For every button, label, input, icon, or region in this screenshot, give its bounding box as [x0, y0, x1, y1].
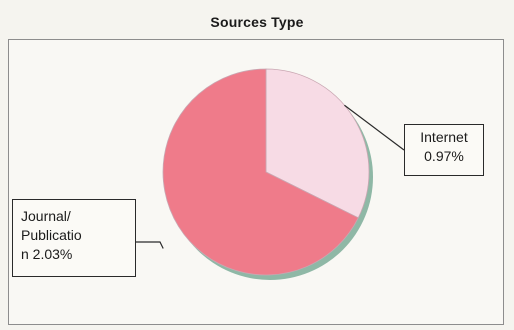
leader-lines	[136, 104, 405, 249]
leader-line-journal	[136, 241, 164, 249]
data-label-journal-line1: Journal/	[21, 208, 71, 224]
data-label-journal-line2: Publicatio	[21, 227, 82, 243]
data-label-internet-value: 0.97%	[424, 148, 464, 164]
chart-title: Sources Type	[210, 14, 304, 30]
pie-slice-journal-publication	[162, 68, 359, 276]
pie-layer	[162, 68, 373, 280]
data-label-internet-name: Internet	[420, 129, 468, 145]
leader-line-internet	[344, 104, 405, 151]
data-label-journal-line3: n 2.03%	[21, 246, 73, 262]
data-label-internet: Internet 0.97%	[404, 124, 484, 176]
data-label-journal: Journal/ Publicatio n 2.03%	[12, 199, 136, 277]
pie-slice-internet	[265, 68, 370, 219]
